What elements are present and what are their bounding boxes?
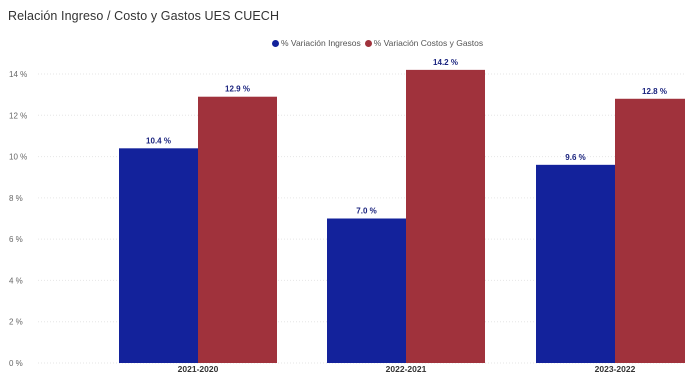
y-tick-label-7: 14 % — [9, 70, 27, 79]
legend-item-costos[interactable]: % Variación Costos y Gastos — [364, 38, 484, 48]
data-label-costos-2021-2020: 12.9 % — [225, 85, 250, 94]
legend-marker-costos — [364, 39, 372, 47]
y-tick-label-3: 6 % — [9, 235, 23, 244]
y-tick-label-2: 4 % — [9, 276, 23, 285]
chart-legend: % Variación Ingresos % Variación Costos … — [272, 38, 487, 48]
x-tick-label-2021-2020: 2021-2020 — [178, 364, 219, 373]
y-tick-label-1: 2 % — [9, 318, 23, 327]
legend-label-ingresos: % Variación Ingresos — [281, 38, 361, 48]
bar-ingresos-2021-2020 — [119, 148, 198, 363]
data-label-ingresos-2021-2020: 10.4 % — [146, 136, 171, 145]
bar-costos-2022-2021 — [406, 69, 485, 363]
bar-costos-2023-2022 — [615, 98, 685, 364]
x-tick-label-2022-2021: 2022-2021 — [386, 364, 427, 373]
legend-item-ingresos[interactable]: % Variación Ingresos — [272, 38, 361, 48]
y-tick-label-4: 8 % — [9, 194, 23, 203]
data-label-ingresos-2023-2022: 9.6 % — [565, 153, 585, 162]
bar-ingresos-2023-2022 — [536, 164, 615, 363]
bar-costos-2021-2020 — [198, 96, 277, 363]
legend-label-costos: % Variación Costos y Gastos — [373, 38, 484, 48]
data-label-costos-2023-2022: 12.8 % — [642, 87, 667, 96]
bar-ingresos-2022-2021 — [327, 218, 406, 363]
y-tick-label-5: 10 % — [9, 153, 27, 162]
data-label-costos-2022-2021: 14.2 % — [433, 58, 458, 67]
data-label-ingresos-2022-2021: 7.0 % — [356, 207, 376, 216]
legend-marker-ingresos — [272, 39, 279, 47]
y-tick-label-0: 0 % — [9, 359, 23, 368]
x-tick-label-2023-2022: 2023-2022 — [595, 364, 636, 373]
y-tick-label-6: 12 % — [9, 111, 27, 120]
chart-title: Relación Ingreso / Costo y Gastos UES CU… — [8, 9, 280, 23]
